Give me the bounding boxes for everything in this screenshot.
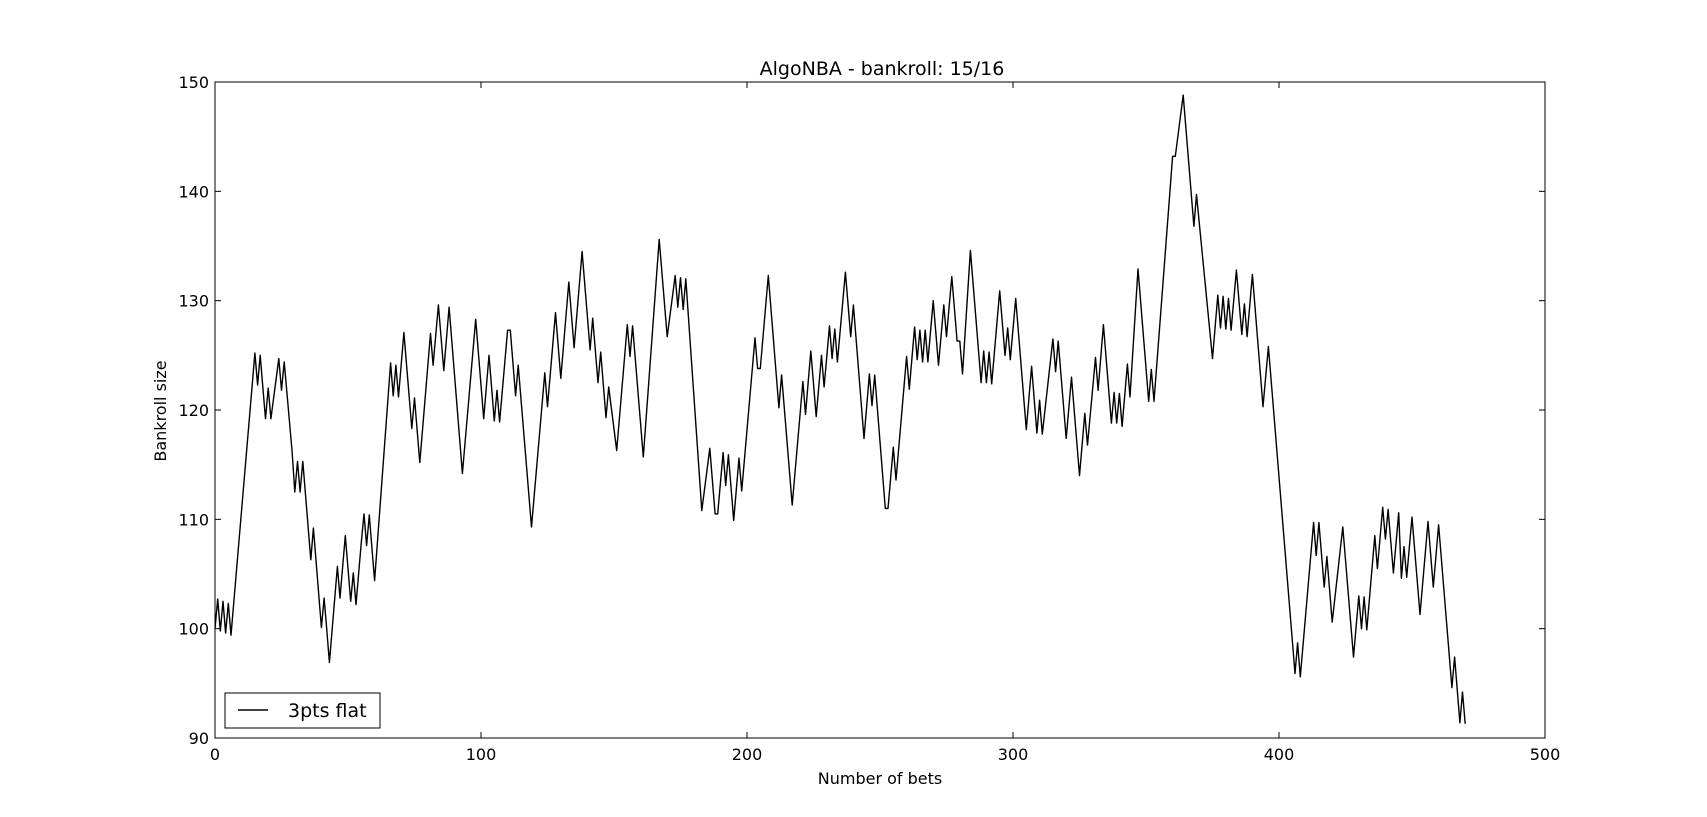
x-axis-title: Number of bets xyxy=(818,769,942,788)
y-tick-label: 140 xyxy=(178,182,209,201)
y-tick-label: 90 xyxy=(189,729,209,748)
x-tick-label: 500 xyxy=(1530,745,1561,764)
y-axis-title: Bankroll size xyxy=(151,360,170,461)
y-tick-label: 150 xyxy=(178,73,209,92)
legend-label: 3pts flat xyxy=(288,700,367,722)
x-axis: 0 100 200 300 400 500 xyxy=(210,82,1560,764)
x-tick-label: 300 xyxy=(998,745,1029,764)
x-tick-label: 400 xyxy=(1264,745,1295,764)
y-tick-label: 100 xyxy=(178,620,209,639)
y-tick-label: 120 xyxy=(178,401,209,420)
x-tick-label: 200 xyxy=(732,745,763,764)
chart-title: AlgoNBA - bankroll: 15/16 xyxy=(760,58,1005,80)
x-tick-label: 0 xyxy=(210,745,220,764)
y-tick-label: 130 xyxy=(178,292,209,311)
plot-area xyxy=(214,81,1546,739)
y-axis: 90 100 110 120 130 140 150 xyxy=(178,73,1545,748)
legend: 3pts flat xyxy=(224,692,381,729)
series-line-3pts-flat xyxy=(214,94,1466,724)
y-tick-label: 110 xyxy=(178,510,209,529)
x-tick-label: 100 xyxy=(466,745,497,764)
